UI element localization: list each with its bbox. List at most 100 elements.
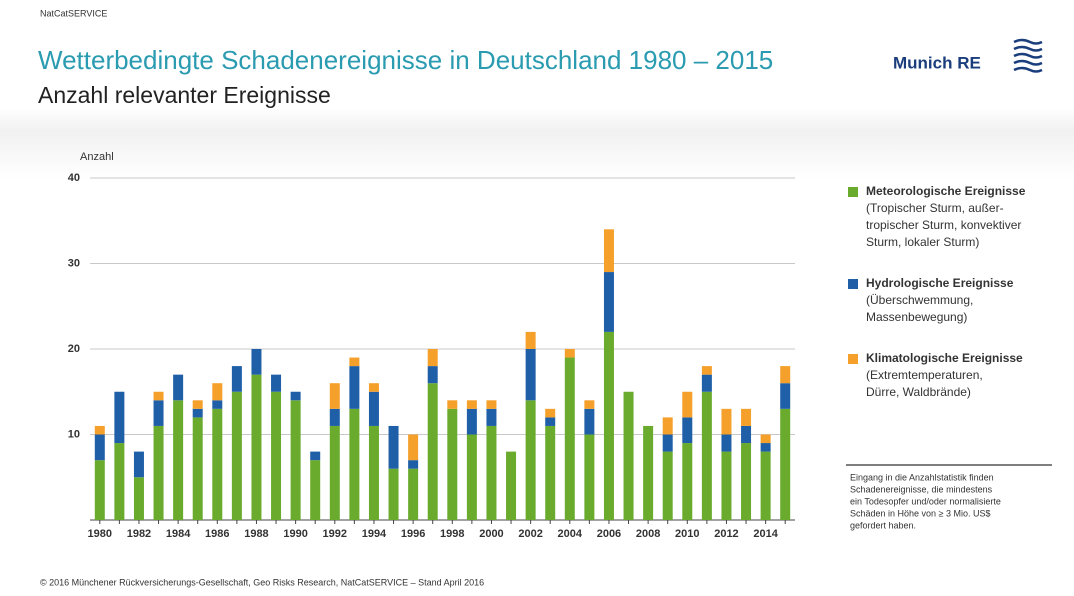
header: NatCatSERVICE — [40, 8, 107, 18]
bar-segment — [349, 366, 360, 409]
y-tick-label: 20 — [68, 343, 80, 355]
bar-segment — [290, 391, 301, 401]
bar-segment — [584, 408, 595, 435]
bar-segment — [114, 391, 125, 444]
bar-segment — [231, 366, 242, 392]
bar-segment — [721, 408, 732, 435]
bar-segment — [153, 391, 164, 401]
x-tick-label: 2012 — [714, 528, 738, 540]
legend-swatch — [848, 279, 858, 289]
legend-description: Massenbewegung) — [866, 310, 967, 324]
legend-label: Meteorologische Ereignisse — [866, 184, 1026, 198]
legend-description: (Extremtemperaturen, — [866, 368, 983, 382]
bar-segment — [94, 425, 105, 435]
bar-segment — [447, 400, 458, 409]
x-tick-label: 1992 — [323, 528, 347, 540]
legend-description: (Tropischer Sturm, außer- — [866, 201, 1004, 215]
y-tick-label: 10 — [68, 428, 80, 440]
x-tick-label: 2000 — [479, 528, 503, 540]
bar-segment — [741, 425, 752, 444]
bar-segment — [368, 391, 379, 426]
x-tick-label: 1984 — [166, 528, 191, 540]
logo-icon — [1013, 38, 1043, 73]
x-tick-label: 2002 — [518, 528, 542, 540]
x-tick-label: 1982 — [127, 528, 151, 540]
bar-segment — [212, 408, 223, 520]
bar-segment — [94, 434, 105, 461]
bar-segment — [388, 425, 399, 469]
bar-segment — [701, 391, 712, 520]
x-tick-label: 1996 — [401, 528, 425, 540]
legend-description: Dürre, Waldbrände) — [866, 385, 971, 399]
x-tick-label: 1994 — [362, 528, 387, 540]
bar-segment — [741, 408, 752, 426]
legend-label: Klimatologische Ereignisse — [866, 351, 1023, 365]
bar-segment — [682, 391, 693, 418]
bar-segment — [564, 349, 575, 358]
bar-segment — [701, 374, 712, 392]
bar-segment — [329, 383, 340, 409]
bar-segment — [721, 451, 732, 520]
bar-segment — [584, 400, 595, 409]
chart-title: Wetterbedingte Schadenereignisse in Deut… — [38, 45, 773, 75]
bar-segment — [408, 460, 419, 469]
bar-segment — [603, 272, 614, 332]
bar-segment — [368, 425, 379, 520]
bar-segment — [486, 408, 497, 426]
bar-segment — [251, 349, 262, 375]
bar-segment — [780, 366, 791, 384]
bar-segment — [192, 417, 203, 520]
x-tick-label: 1990 — [283, 528, 307, 540]
y-tick-label: 30 — [68, 257, 80, 269]
x-tick-label: 2010 — [675, 528, 699, 540]
bar-segment — [133, 451, 144, 478]
bar-segment — [329, 408, 340, 426]
bar-segment — [290, 400, 301, 520]
chart-subtitle: Anzahl relevanter Ereignisse — [38, 82, 331, 108]
bar-segment — [603, 331, 614, 520]
legend-description: tropischer Sturm, konvektiver — [866, 218, 1021, 232]
note-line: gefordert haben. — [850, 520, 916, 530]
legend-description: (Überschwemmung, — [866, 293, 973, 307]
bar-segment — [545, 408, 556, 418]
bar-segment — [427, 383, 438, 520]
bar-segment — [271, 374, 282, 392]
legend-description: Sturm, lokaler Sturm) — [866, 235, 979, 249]
bar-segment — [662, 417, 673, 435]
y-tick-label: 40 — [68, 172, 80, 184]
bar-segment — [682, 417, 693, 444]
bar-segment — [368, 383, 379, 392]
note-line: Schäden in Höhe von ≥ 3 Mio. US$ — [850, 508, 991, 518]
bar-segment — [701, 366, 712, 375]
x-tick-label: 2008 — [636, 528, 660, 540]
x-tick-label: 1998 — [440, 528, 464, 540]
x-tick-label: 2014 — [753, 528, 778, 540]
bar-segment — [310, 460, 321, 520]
bar-segment — [623, 391, 634, 520]
x-tick-label: 1986 — [205, 528, 229, 540]
legend-swatch — [848, 187, 858, 197]
bar-segment — [447, 408, 458, 520]
bar-segment — [408, 468, 419, 520]
note-line: Schadenereignisse, die mindestens — [850, 484, 993, 494]
bar-segment — [486, 425, 497, 520]
bar-segment — [506, 451, 517, 520]
bar-segment — [271, 391, 282, 520]
bar-segment — [133, 477, 144, 520]
bar-segment — [153, 425, 164, 520]
bar-segment — [310, 451, 321, 461]
bar-segment — [349, 357, 360, 367]
bar-segment — [427, 349, 438, 367]
bar-segment — [760, 434, 771, 444]
bar-segment — [329, 425, 340, 520]
bar-segment — [94, 460, 105, 520]
bar-segment — [466, 434, 477, 520]
y-axis-label: Anzahl — [80, 151, 114, 163]
bar-segment — [721, 434, 732, 452]
bar-segment — [173, 374, 184, 401]
bar-segment — [173, 400, 184, 520]
x-tick-label: 2004 — [558, 528, 583, 540]
bar-segment — [192, 408, 203, 418]
bar-segment — [525, 349, 536, 401]
